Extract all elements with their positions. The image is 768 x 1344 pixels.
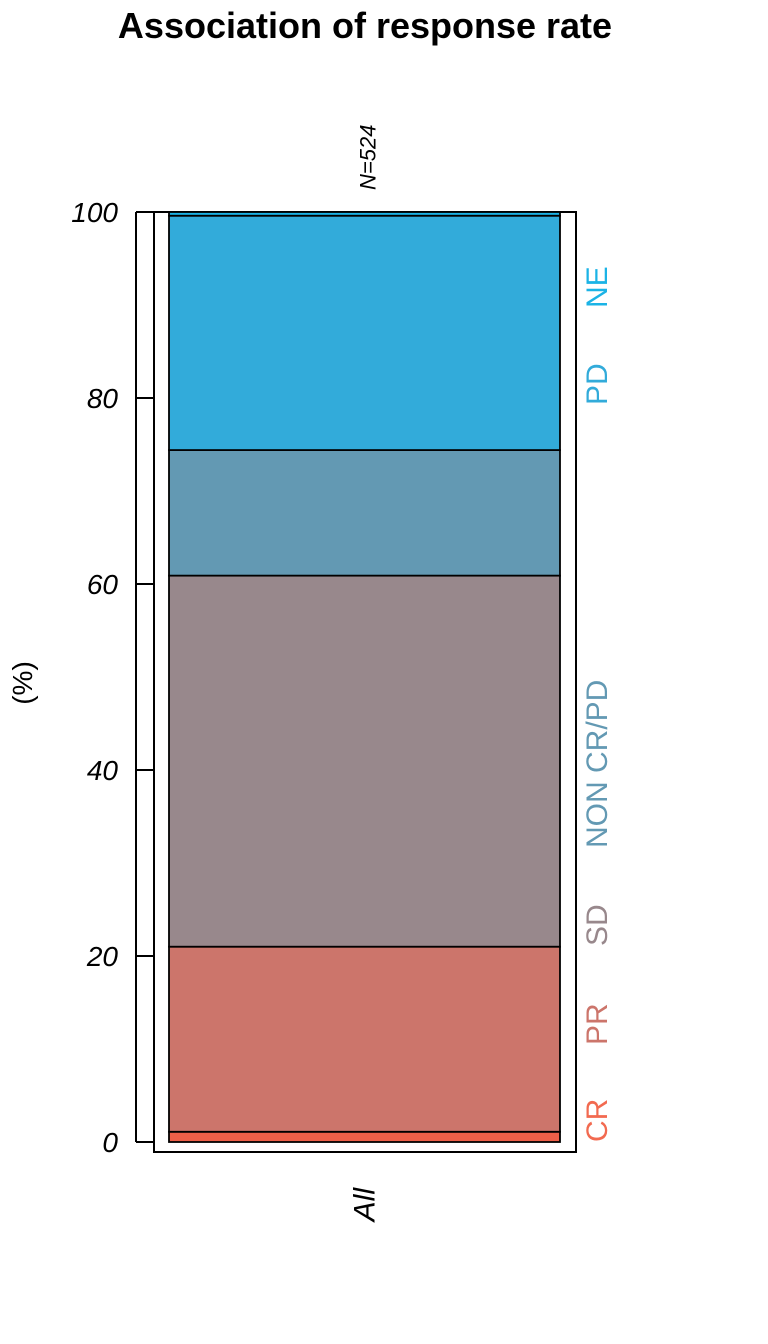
y-tick-label: 100 (71, 197, 118, 228)
bar-segment-ne (168, 211, 561, 217)
legend-entry-pr: PR (581, 1003, 614, 1045)
bar-segment-pr (168, 945, 561, 1133)
y-axis: 0 20 40 60 80 100 (71, 197, 154, 1158)
legend-entry-pd: PD (581, 363, 614, 405)
y-tick-label: 40 (87, 755, 119, 786)
bar-segment-sd (168, 574, 561, 948)
bar-segment-pd (168, 214, 561, 451)
y-tick-label: 0 (102, 1127, 118, 1158)
legend-entry-sd: SD (581, 904, 614, 946)
bar-segment-non-cr-pd (168, 449, 561, 577)
y-axis-label: (%) (7, 661, 38, 705)
legend-entry-ne: NE (581, 266, 614, 308)
category-count-label: N=524 (356, 125, 381, 190)
y-tick-label: 20 (86, 941, 119, 972)
y-tick-label: 80 (87, 383, 119, 414)
legend: CR PR SD NON CR/PD PD NE (581, 266, 614, 1142)
legend-entry-non-cr-pd: NON CR/PD (581, 680, 614, 848)
category-labels: N=524 All (349, 125, 382, 1224)
bar-segment-cr (168, 1130, 561, 1143)
chart-title: Association of response rate (118, 5, 612, 46)
category-label: All (349, 1187, 382, 1224)
bar-segments (168, 211, 561, 1143)
y-tick-label: 60 (87, 569, 119, 600)
legend-entry-cr: CR (581, 1099, 614, 1142)
